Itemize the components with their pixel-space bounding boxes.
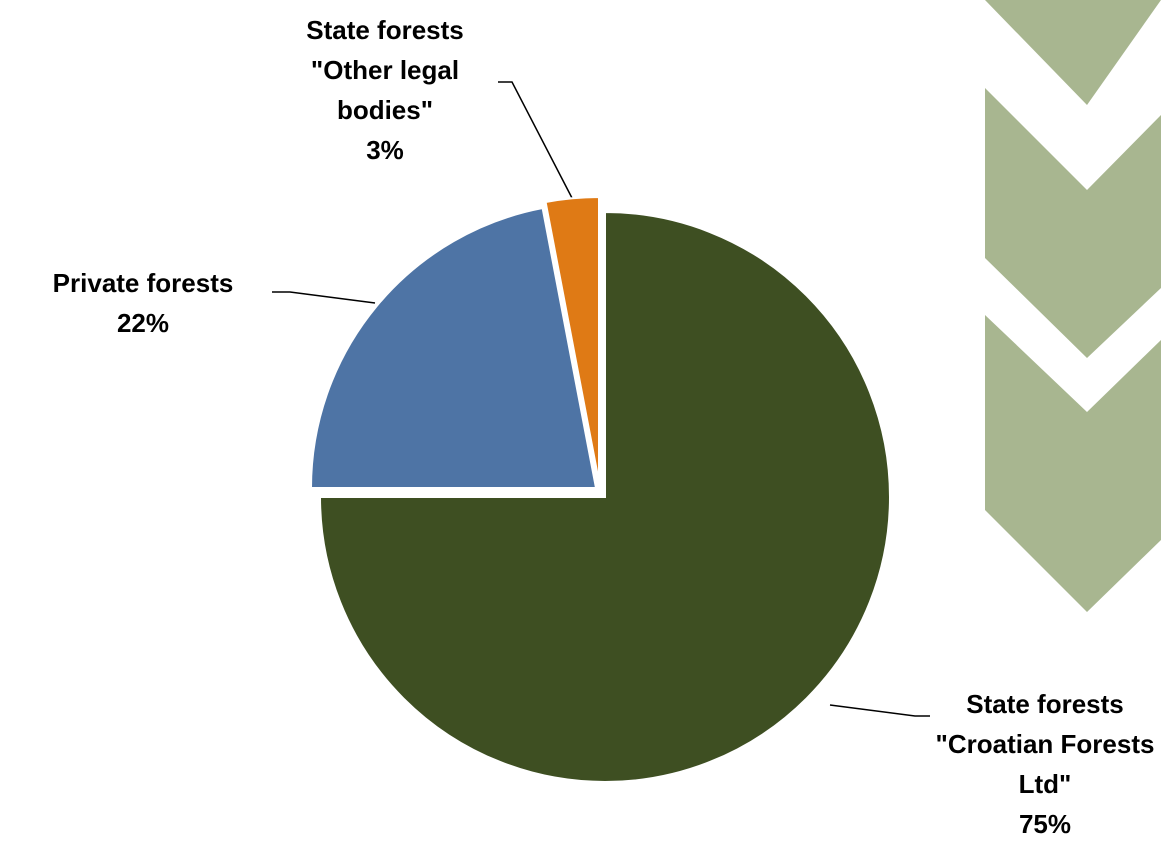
label-value: 3% [366,135,404,165]
pie-slice [309,206,598,489]
slice-label: State forests "Other legal bodies" 3% [270,10,500,170]
leader-line [829,704,930,717]
chevron [985,315,1161,612]
label-name: State forests "Other legal bodies" [306,15,464,125]
leader-line [272,291,376,304]
label-name: State forests "Croatian Forests Ltd" [935,689,1155,799]
chevron [985,88,1161,358]
leader-line [498,81,573,199]
chevron [985,0,1161,105]
pie [309,195,891,783]
pie-slice [544,195,600,483]
leader-lines [272,81,930,717]
pie-slice [318,210,891,783]
label-name: Private forests [52,268,234,298]
label-value: 22% [116,308,170,338]
label-value: 75% [1018,809,1072,839]
slice-label: State forests "Croatian Forests Ltd" 75% [932,684,1158,844]
slice-label: Private forests 22% [0,263,286,343]
decoration [985,0,1161,612]
